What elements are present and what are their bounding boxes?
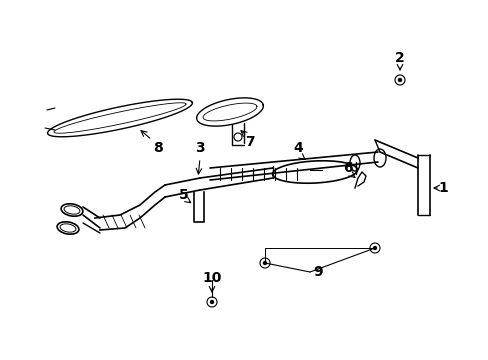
Circle shape (398, 78, 401, 81)
Circle shape (373, 247, 376, 249)
Text: 1: 1 (437, 181, 447, 195)
Text: 6: 6 (343, 161, 352, 175)
Circle shape (210, 301, 213, 303)
Text: 2: 2 (394, 51, 404, 65)
Text: 8: 8 (153, 141, 163, 155)
Text: 10: 10 (202, 271, 221, 285)
Text: 9: 9 (312, 265, 322, 279)
Circle shape (263, 261, 266, 265)
Text: 4: 4 (292, 141, 302, 155)
Text: 5: 5 (179, 188, 188, 202)
Text: 3: 3 (195, 141, 204, 155)
Text: 7: 7 (244, 135, 254, 149)
